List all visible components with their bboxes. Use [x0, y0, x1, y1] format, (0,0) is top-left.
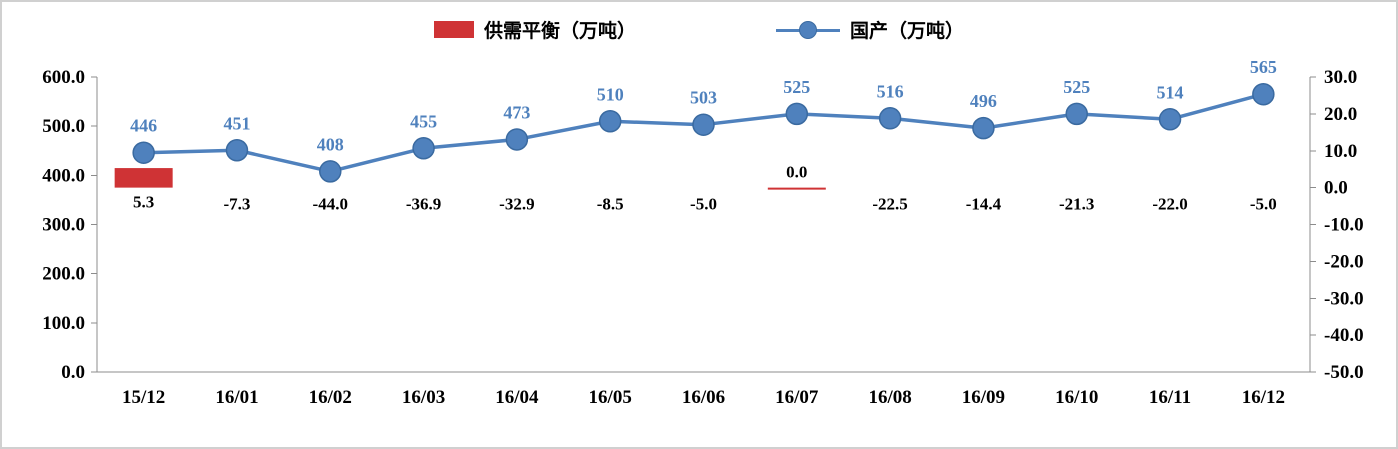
category-label: 16/11 [1149, 387, 1191, 408]
bar-value-label: -5.0 [1250, 195, 1277, 214]
bar-value-label: -44.0 [313, 195, 348, 214]
bar-value-label-bg [962, 193, 1005, 215]
legend-label-balance: 供需平衡（万吨） [483, 21, 636, 42]
category-label: 16/12 [1242, 387, 1285, 408]
line-value-label: 525 [1063, 77, 1090, 97]
production-marker [878, 107, 902, 130]
balance-bar [114, 168, 173, 188]
bar-value-label-bg [496, 193, 538, 215]
right-axis-tick-label: -50.0 [1324, 362, 1364, 383]
category-label: 16/06 [682, 387, 725, 408]
category-label: 16/03 [402, 387, 445, 408]
right-axis-tick-label: 20.0 [1324, 104, 1357, 125]
bar-value-label-bg [309, 193, 351, 215]
line-marker-icon [799, 20, 817, 39]
bar-value-label-bg [220, 193, 254, 215]
bar-series-swatch [433, 21, 474, 38]
bar-value-label-bg [1056, 193, 1098, 215]
left-axis-tick-label: 500.0 [42, 116, 85, 137]
bar-value-label-bg [130, 191, 158, 213]
category-label: 16/09 [962, 387, 1005, 408]
line-value-label: 525 [783, 77, 810, 97]
bar-value-label-bg [402, 193, 445, 215]
right-axis-tick-label: 10.0 [1324, 141, 1357, 162]
bar-value-label: -36.9 [406, 195, 441, 214]
line-value-label: 408 [317, 134, 344, 154]
category-label: 16/05 [589, 387, 632, 408]
production-marker [598, 110, 622, 133]
bar-value-label: -8.5 [597, 195, 624, 214]
line-series-swatch [776, 20, 840, 40]
right-axis-tick-label: -10.0 [1324, 215, 1364, 236]
line-value-label: 510 [597, 84, 624, 104]
right-axis-tick-label: 30.0 [1324, 67, 1357, 88]
bar-value-label: -14.4 [966, 195, 1002, 214]
line-value-label: 503 [690, 88, 717, 108]
production-marker [132, 141, 155, 164]
bar-value-label-bg [1246, 193, 1280, 215]
line-value-label: 516 [877, 81, 904, 101]
bar-value-label-bg [783, 161, 811, 183]
category-label: 16/08 [868, 387, 911, 408]
right-axis-tick-label: -30.0 [1324, 288, 1364, 309]
production-marker [972, 116, 995, 140]
category-label: 16/02 [309, 387, 352, 408]
bar-value-label: -5.0 [690, 195, 717, 214]
legend-item-balance: 供需平衡（万吨） [433, 16, 636, 43]
legend-item-production: 国产（万吨） [776, 16, 964, 43]
right-axis-tick-label: 0.0 [1324, 178, 1348, 199]
bar-value-label-bg [593, 193, 627, 215]
bar-value-label-bg [869, 193, 911, 215]
line-value-label: 496 [970, 91, 997, 111]
bar-value-label-bg [687, 193, 720, 215]
production-marker [319, 160, 342, 183]
category-label: 16/10 [1055, 387, 1098, 408]
bar-value-label: 0.0 [786, 163, 807, 182]
right-axis-tick-label: -40.0 [1324, 325, 1364, 346]
bar-value-label: -32.9 [499, 195, 534, 214]
left-axis-tick-label: 300.0 [42, 215, 85, 236]
category-label: 16/07 [775, 387, 819, 408]
balance-bar [767, 187, 826, 190]
line-value-label: 514 [1157, 82, 1184, 102]
bar-value-label: -21.3 [1059, 195, 1094, 214]
bar-value-label: -22.0 [1152, 195, 1187, 214]
right-axis-tick-label: -20.0 [1324, 251, 1364, 272]
line-value-label: 451 [223, 113, 250, 133]
chart-legend: 供需平衡（万吨） 国产（万吨） [2, 16, 1396, 43]
left-axis-tick-label: 200.0 [42, 264, 85, 285]
line-value-label: 455 [410, 111, 437, 131]
left-axis-tick-label: 100.0 [42, 313, 85, 334]
production-marker [1158, 108, 1182, 131]
line-value-label: 473 [503, 102, 530, 122]
production-marker [1065, 102, 1088, 126]
legend-label-production: 国产（万吨） [850, 21, 965, 42]
bar-value-label: -7.3 [224, 195, 251, 214]
left-axis-tick-label: 400.0 [42, 165, 85, 186]
bar-value-label: 5.3 [133, 193, 154, 212]
production-marker [1252, 82, 1275, 106]
production-marker [505, 128, 529, 151]
category-label: 16/01 [215, 387, 258, 408]
line-value-label: 565 [1250, 57, 1277, 77]
line-value-label: 446 [130, 116, 157, 136]
bar-value-label: -22.5 [872, 195, 907, 214]
category-label: 15/12 [122, 387, 165, 408]
production-marker [692, 113, 715, 136]
category-label: 16/04 [495, 387, 539, 408]
bar-value-label-bg [1149, 193, 1191, 215]
production-marker [225, 139, 249, 162]
left-axis-tick-label: 600.0 [42, 67, 85, 88]
left-axis-tick-label: 0.0 [61, 362, 85, 383]
production-marker [785, 102, 809, 126]
production-marker [412, 137, 435, 160]
